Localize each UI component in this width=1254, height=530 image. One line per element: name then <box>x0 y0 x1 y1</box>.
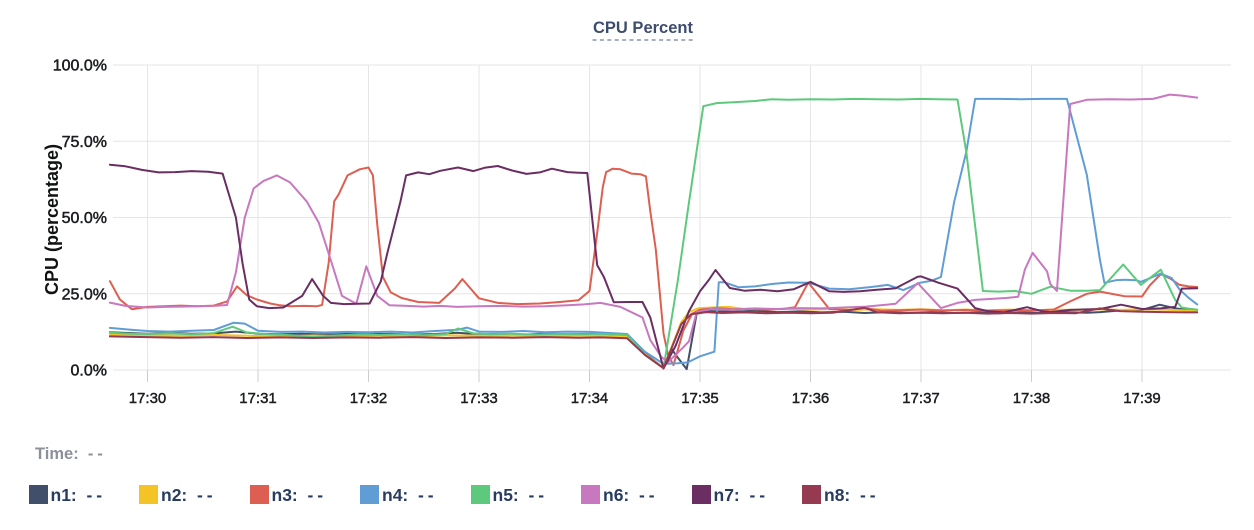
svg-text:17:34: 17:34 <box>571 390 609 407</box>
svg-text:100.0%: 100.0% <box>53 58 107 75</box>
svg-text:17:31: 17:31 <box>239 390 277 407</box>
svg-text:17:39: 17:39 <box>1123 390 1161 407</box>
svg-text:0.0%: 0.0% <box>71 363 107 380</box>
svg-text:17:36: 17:36 <box>792 390 830 407</box>
svg-text:17:37: 17:37 <box>902 390 940 407</box>
svg-text:CPU (percentage): CPU (percentage) <box>42 144 62 295</box>
svg-text:75.0%: 75.0% <box>62 134 107 151</box>
svg-text:25.0%: 25.0% <box>62 286 107 303</box>
svg-text:17:30: 17:30 <box>129 390 167 407</box>
svg-text:17:33: 17:33 <box>460 390 498 407</box>
svg-text:50.0%: 50.0% <box>62 210 107 227</box>
svg-text:17:32: 17:32 <box>350 390 388 407</box>
svg-text:17:38: 17:38 <box>1013 390 1051 407</box>
svg-text:17:35: 17:35 <box>681 390 719 407</box>
